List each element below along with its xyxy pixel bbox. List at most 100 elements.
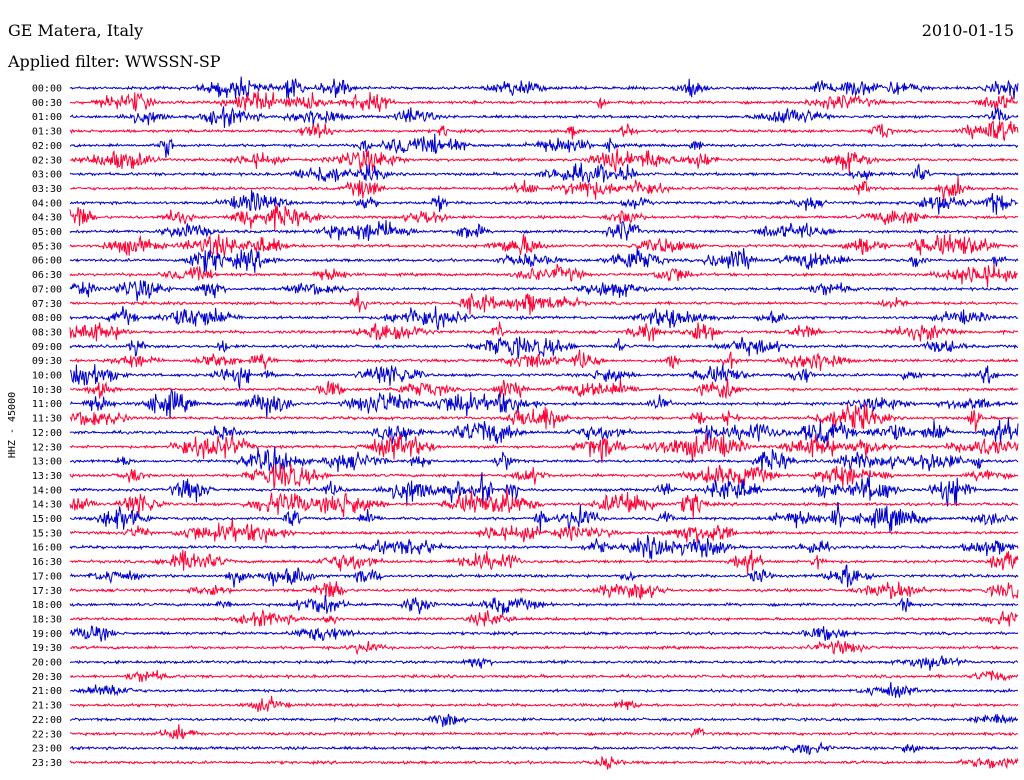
time-tick-label: 07:30 — [32, 299, 62, 310]
station-title: GE Matera, Italy — [8, 21, 144, 40]
seismic-trace — [69, 433, 1019, 464]
time-tick-label: 01:30 — [32, 127, 62, 138]
date-label: 2010-01-15 — [921, 21, 1014, 40]
seismic-trace — [69, 219, 1019, 241]
time-tick-label: 20:30 — [32, 672, 62, 683]
seismic-trace — [69, 205, 1019, 231]
time-tick-label: 00:00 — [32, 84, 62, 95]
filter-label: Applied filter: WWSSN-SP — [8, 52, 221, 71]
seismic-trace — [70, 189, 1019, 215]
time-tick-label: 03:00 — [32, 170, 62, 181]
seismic-trace — [69, 263, 1019, 288]
time-tick-label: 07:00 — [32, 284, 62, 295]
time-tick-label: 21:00 — [32, 686, 62, 697]
time-tick-label: 23:00 — [32, 744, 62, 755]
time-tick-label: 18:30 — [32, 614, 62, 625]
seismic-trace — [69, 120, 1019, 141]
time-tick-label: 17:30 — [32, 586, 62, 597]
time-tick-label: 08:30 — [32, 327, 62, 338]
seismic-trace — [69, 91, 1019, 112]
seismic-trace — [69, 488, 1019, 520]
seismic-trace — [69, 349, 1019, 371]
time-tick-label: 19:00 — [32, 629, 62, 640]
time-tick-label: 11:30 — [32, 414, 62, 425]
time-tick-label: 05:30 — [32, 241, 62, 252]
seismic-trace — [69, 133, 1019, 158]
seismic-trace — [69, 148, 1019, 174]
time-tick-label: 12:00 — [32, 428, 62, 439]
time-tick-label: 21:30 — [32, 701, 62, 712]
time-tick-label: 17:00 — [32, 571, 62, 582]
seismic-trace — [69, 106, 1019, 129]
seismic-trace — [69, 387, 1019, 420]
seismic-trace — [69, 534, 1019, 560]
seismic-trace — [69, 306, 1019, 331]
time-tick-label: 02:00 — [32, 141, 62, 152]
y-axis-label: HHZ - 45000 — [7, 392, 18, 458]
time-tick-label: 15:30 — [32, 528, 62, 539]
seismic-trace — [69, 247, 1019, 273]
time-tick-label: 04:30 — [32, 213, 62, 224]
time-tick-label: 16:00 — [32, 543, 62, 554]
time-tick-label: 00:30 — [32, 98, 62, 109]
time-tick-label: 01:00 — [32, 112, 62, 123]
time-tick-label: 22:00 — [32, 715, 62, 726]
time-tick-label: 22:30 — [32, 729, 62, 740]
time-tick-label: 11:00 — [32, 399, 62, 410]
seismic-trace — [69, 162, 1019, 184]
seismic-trace — [69, 595, 1019, 615]
seismic-trace — [69, 695, 1019, 712]
seismic-trace — [69, 741, 1019, 756]
time-tick-label: 08:00 — [32, 313, 62, 324]
seismic-trace — [69, 321, 1019, 342]
seismic-trace — [69, 655, 1019, 671]
seismic-trace — [69, 336, 1018, 359]
time-tick-label: 12:30 — [32, 442, 62, 453]
seismic-trace — [69, 755, 1019, 770]
time-tick-label: 23:30 — [32, 758, 62, 769]
time-tick-label: 19:30 — [32, 643, 62, 654]
time-tick-label: 02:30 — [32, 155, 62, 166]
time-tick-label: 09:30 — [32, 356, 62, 367]
seismic-trace — [69, 463, 1019, 489]
seismic-trace — [69, 724, 1019, 740]
time-tick-label: 06:30 — [32, 270, 62, 281]
seismic-trace — [69, 713, 1019, 728]
time-tick-label: 03:30 — [32, 184, 62, 195]
seismic-trace — [69, 403, 1019, 432]
seismic-trace — [69, 625, 1019, 642]
time-tick-label: 15:00 — [32, 514, 62, 525]
time-tick-label: 18:00 — [32, 600, 62, 611]
seismic-trace — [69, 364, 1019, 389]
seismic-trace — [69, 608, 1019, 627]
time-tick-label: 13:00 — [32, 457, 62, 468]
time-tick-label: 16:30 — [32, 557, 62, 568]
seismic-trace — [69, 681, 1019, 698]
seismic-trace — [69, 670, 1019, 683]
time-tick-label: 06:00 — [32, 256, 62, 267]
time-tick-label: 13:30 — [32, 471, 62, 482]
time-tick-label: 14:30 — [32, 500, 62, 511]
seismic-trace — [69, 233, 1019, 258]
seismic-trace — [69, 446, 1019, 474]
time-tick-label: 05:00 — [32, 227, 62, 238]
time-tick-label: 04:00 — [32, 198, 62, 209]
seismic-trace — [69, 472, 1019, 508]
seismic-trace — [69, 76, 1019, 100]
time-tick-label: 10:30 — [32, 385, 62, 396]
seismic-trace — [69, 581, 1019, 601]
seismic-trace — [69, 291, 1019, 316]
seismic-trace — [69, 417, 1019, 448]
seismic-trace — [70, 518, 1019, 544]
seismic-trace — [70, 640, 1019, 656]
time-tick-label: 09:00 — [32, 342, 62, 353]
time-tick-label: 10:00 — [32, 371, 62, 382]
seismic-trace — [69, 378, 1019, 399]
time-tick-label: 14:00 — [32, 485, 62, 496]
seismic-trace — [69, 280, 1019, 302]
time-tick-label: 20:00 — [32, 658, 62, 669]
seismic-trace — [69, 502, 1019, 533]
seismic-trace — [69, 176, 1019, 202]
seismic-trace — [69, 549, 1019, 575]
